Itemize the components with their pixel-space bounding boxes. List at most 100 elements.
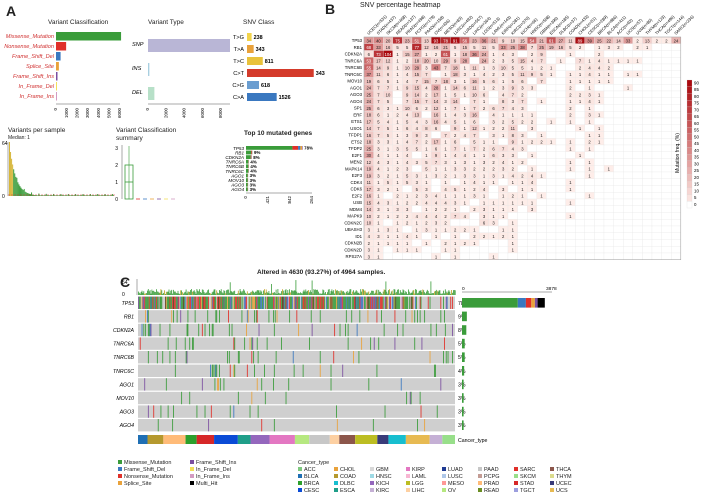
heatmap-cell-value: 1: [435, 254, 438, 259]
heatmap-cell-value: 4: [416, 126, 419, 131]
heatmap-cell: [623, 252, 633, 260]
heatmap-cell: [536, 212, 547, 220]
onco-top-bar: [247, 293, 249, 295]
onco-cell: [273, 364, 275, 377]
onco-top-bar: [201, 292, 202, 295]
onco-top-bar: [147, 289, 149, 295]
legends: Missense_Mutation Frame_Shift_Ins Frame_Sh…: [118, 458, 598, 498]
onco-top-bar: [170, 290, 172, 295]
heatmap-cell: [613, 77, 624, 85]
vc-tick: 4000: [96, 108, 101, 119]
onco-top-bar: [379, 291, 380, 295]
heatmap-legend-tick: 5: [694, 195, 697, 200]
onco-cell: [354, 296, 356, 309]
onco-cell: [440, 310, 442, 323]
onco-right-bar: [462, 366, 465, 376]
heatmap-cell: [651, 192, 662, 200]
heatmap-cell-value: 2: [502, 234, 505, 239]
legend-swatch: [118, 481, 122, 485]
top10-tick: 4264: [309, 195, 314, 204]
heatmap-cell: [411, 252, 422, 260]
onco-cell: [450, 296, 452, 309]
onco-top-bar: [329, 293, 331, 295]
heatmap-cell-value: 15: [424, 79, 429, 84]
legend-swatch: [406, 481, 410, 485]
vps-bar: [94, 195, 96, 196]
heatmap-cell: [555, 63, 566, 71]
heatmap-cell: [613, 144, 624, 152]
onco-top-bar: [296, 291, 298, 295]
onco-right-bar-seg: [534, 298, 538, 308]
onco-cell: [281, 296, 282, 309]
vps-bar: [47, 195, 49, 196]
onco-top-bar: [244, 290, 245, 295]
heatmap-cell-value: 1: [521, 180, 524, 185]
heatmap-cell-value: 2: [444, 221, 447, 226]
heatmap-cell: [565, 205, 576, 213]
heatmap-row-label: USB: [353, 200, 362, 205]
onco-row-bg: [138, 351, 455, 364]
heatmap-cell-value: 3: [396, 146, 399, 151]
heatmap-cell: [565, 124, 576, 132]
onco-right-bar: [462, 393, 464, 403]
heatmap-cell-value: 11: [472, 65, 477, 70]
onco-top-bar: [357, 292, 359, 295]
onco-top-bar: [323, 290, 325, 295]
onco-cell: [369, 296, 371, 309]
heatmap-cell-value: 1: [502, 133, 505, 138]
onco-top-bar: [397, 289, 398, 295]
heatmap-cell-value: 3: [435, 221, 438, 226]
top10-chart: TP53 78%RB1 9%CDKN2A 8%TNRC6A 4%TNRC6B 4%TNRC…: [225, 146, 314, 204]
onco-top-bar: [412, 290, 414, 295]
onco-top-bar: [436, 290, 438, 295]
onco-cell: [444, 323, 446, 337]
onco-top-bar: [173, 289, 174, 295]
onco-cell: [415, 296, 417, 309]
variant-legend-label: In_Frame_Ins: [196, 474, 230, 480]
heatmap-cell: [546, 178, 557, 186]
onco-cell: [293, 364, 295, 377]
onco-top-bar: [279, 293, 281, 295]
heatmap-cell: [594, 171, 605, 179]
onco-top-bar: [297, 293, 299, 295]
heatmap-cell-value: 1: [492, 254, 495, 259]
heatmap-cell-value: 10: [366, 214, 371, 219]
heatmap-cell-value: 30: [366, 153, 371, 158]
top10-pct: 9%: [254, 150, 260, 155]
heatmap-cell-value: 1: [454, 241, 457, 246]
onco-cell: [304, 296, 306, 309]
cancer-legend-label: KIRP: [412, 467, 425, 473]
heatmap-cell: [623, 97, 633, 105]
vps-bar: [20, 187, 22, 196]
onco-cell: [301, 296, 303, 309]
heatmap-cell-value: 2: [569, 106, 572, 111]
heatmap-cell: [651, 144, 662, 152]
heatmap-cell: [527, 90, 537, 98]
onco-top-bar: [151, 289, 153, 295]
heatmap-cell-value: 1: [425, 153, 428, 158]
onco-cell: [302, 364, 304, 377]
onco-cell: [237, 351, 239, 364]
heatmap-cell-value: 2: [444, 173, 447, 178]
heatmap-cell-value: 1: [406, 241, 409, 246]
heatmap-cell-value: 2: [435, 52, 438, 57]
onco-cell: [185, 351, 187, 364]
heatmap-cell: [632, 198, 643, 206]
heatmap-cell-value: 2: [444, 207, 447, 212]
onco-top-bar: [378, 289, 380, 295]
top10-gene: AGO1: [230, 173, 244, 178]
heatmap-row-label: ETS2: [351, 139, 362, 144]
heatmap-cell-value: 5: [406, 146, 409, 151]
onco-cell: [141, 296, 143, 309]
heatmap-cell-value: 2: [492, 59, 495, 64]
onco-cell: [273, 323, 275, 337]
heatmap-cell: [642, 212, 653, 220]
onco-top-bar: [224, 290, 226, 295]
onco-top-bar: [405, 291, 407, 295]
top10-gene: MOV10: [228, 178, 244, 183]
heatmap-cell-value: 2: [502, 119, 505, 124]
onco-cell: [255, 296, 256, 309]
heatmap-cell-value: 6: [473, 119, 476, 124]
heatmap-cell: [671, 70, 681, 78]
onco-top-bar: [367, 292, 369, 295]
